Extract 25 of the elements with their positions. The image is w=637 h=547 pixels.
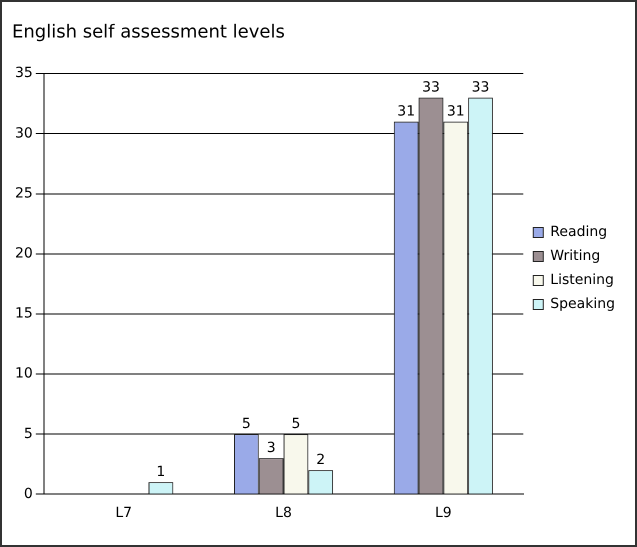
data-label: 3 — [266, 440, 276, 456]
x-tick-label: L9 — [435, 505, 452, 522]
data-label: 33 — [472, 79, 490, 96]
legend-label: Writing — [550, 248, 600, 264]
data-label: 5 — [242, 416, 251, 432]
data-label: 5 — [291, 416, 300, 432]
legend-label: Reading — [550, 224, 608, 240]
y-tick-label: 35 — [14, 65, 33, 82]
y-tick-label: 0 — [24, 486, 33, 502]
x-tick-label: L8 — [275, 505, 292, 522]
x-tick-label: L7 — [115, 505, 132, 522]
y-tick-label: 5 — [24, 426, 33, 442]
legend-label: Listening — [550, 272, 614, 288]
data-label: 33 — [422, 79, 440, 96]
data-label: 31 — [446, 103, 465, 120]
legend-label: Speaking — [550, 296, 616, 312]
y-tick-label: 15 — [14, 306, 33, 322]
y-tick-label: 10 — [14, 366, 33, 382]
data-label: 1 — [156, 464, 166, 480]
chart-title: English self assessment levels — [12, 21, 285, 42]
y-tick-label: 20 — [14, 246, 33, 262]
data-label: 2 — [316, 452, 326, 468]
y-tick-label: 25 — [14, 185, 33, 202]
data-label: 31 — [397, 103, 416, 120]
y-tick-label: 30 — [14, 125, 33, 142]
